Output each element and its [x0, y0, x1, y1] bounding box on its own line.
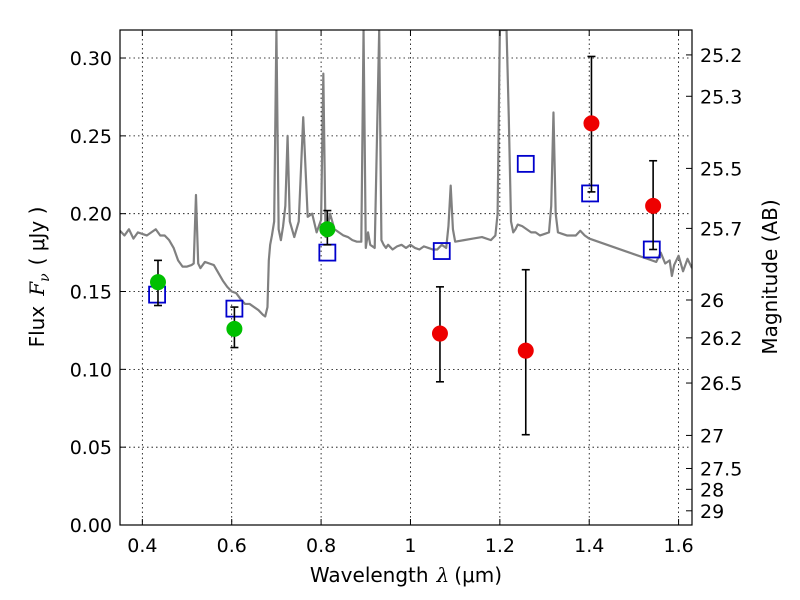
y2-axis-title: Magnitude (AB) [758, 199, 782, 354]
x-tick-label: 1.2 [485, 535, 515, 557]
y-tick-label: 0.25 [70, 126, 112, 148]
grid-lines [120, 30, 692, 526]
observed-nir-point [517, 342, 534, 359]
y-tick-label: 0.15 [70, 282, 112, 304]
model-spectrum-line [120, 30, 692, 318]
spectrum-layer [120, 30, 692, 318]
y2-tick-label: 27.5 [700, 458, 742, 480]
y-axis-title: FluxFν( μJy ) [25, 207, 53, 348]
y2-tick-label: 25.3 [700, 86, 742, 108]
x-tick-label: 0.4 [127, 535, 157, 557]
data-markers [148, 55, 662, 436]
x-tick-label: 1.6 [663, 535, 693, 557]
model-photometry-square [642, 240, 661, 259]
x-tick-label: 0.8 [306, 535, 336, 557]
y-tick-label: 0.05 [70, 437, 112, 459]
model-photometry-square [581, 184, 600, 203]
y-tick-label: 0.30 [70, 48, 112, 70]
observed-nir-point [645, 197, 662, 214]
x-tick-label: 1 [404, 535, 416, 557]
x-tick-label: 1.4 [574, 535, 604, 557]
observed-hst-optical-point [149, 274, 166, 291]
observed-hst-optical-point [319, 221, 336, 238]
y2-tick-label: 25.2 [700, 45, 742, 67]
y2-tick-label: 29 [700, 501, 724, 523]
observed-nir-point [431, 325, 448, 342]
y2-tick-label: 26 [700, 290, 724, 312]
y-tick-label: 0.10 [70, 359, 112, 381]
x-tick-label: 0.6 [217, 535, 247, 557]
y2-tick-label: 27 [700, 425, 724, 447]
y2-tick-label: 25.5 [700, 158, 742, 180]
y-tick-label: 0.20 [70, 204, 112, 226]
model-photometry-square [432, 242, 451, 260]
model-photometry-square [516, 154, 535, 173]
plot-frame [119, 29, 693, 526]
y-tick-label: 0.00 [70, 515, 112, 537]
y2-tick-label: 25.7 [700, 218, 742, 240]
observed-nir-point [583, 115, 600, 132]
x-axis-title: Wavelength λ (μm) [310, 563, 502, 587]
y2-tick-label: 26.5 [700, 373, 742, 395]
y2-tick-label: 26.2 [700, 328, 742, 350]
axis-ticks: 0.4 0.6 0.8 1 1.2 1.4 1.6 0.00 0.05 0.10 0.15 0.20 0… [70, 30, 742, 557]
observed-hst-optical-point [226, 320, 243, 337]
y2-tick-label: 28 [700, 479, 724, 501]
